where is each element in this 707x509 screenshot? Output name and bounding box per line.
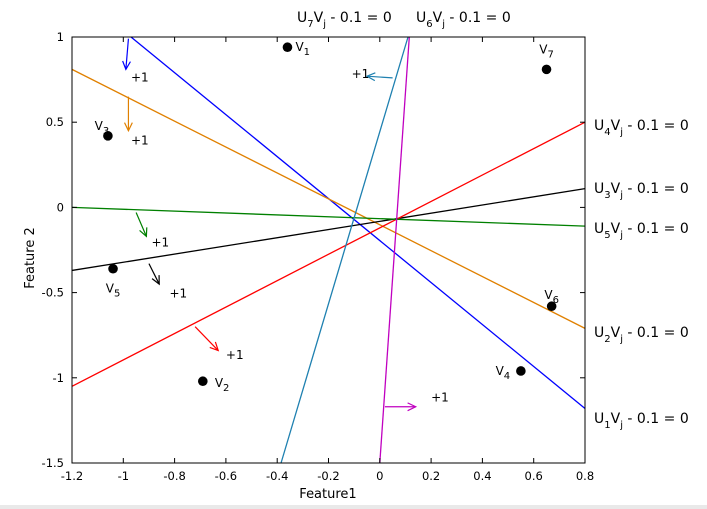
x-axis-label: Feature1 (299, 487, 356, 502)
arrow-shaft (194, 326, 219, 351)
x-tick-label: -1 (118, 469, 129, 483)
arrow-u7 (365, 72, 393, 82)
x-tick-label: -0.6 (215, 469, 237, 483)
point-v4 (516, 366, 526, 376)
plot-area (71, 36, 586, 464)
x-tick-label: -0.8 (163, 469, 185, 483)
arrow-u4 (194, 326, 220, 352)
arrow-shaft (125, 38, 130, 70)
x-tick-label: 0.4 (473, 469, 491, 483)
line-labels: U1Vj - 0.1 = 0 U2Vj - 0.1 = 0 U3Vj - 0.1 =… (297, 10, 689, 431)
decision-lines (71, 36, 586, 464)
line-label-u6: U6Vj - 0.1 = 0 (416, 10, 511, 30)
plus-one-label: +1 (131, 70, 149, 84)
arrow-head (122, 60, 131, 71)
point-label-v6: V6 (544, 288, 559, 306)
arrow-head (123, 122, 133, 133)
x-tick-label: -1.2 (61, 469, 83, 483)
point-v5 (108, 263, 118, 274)
y-tick-label: 0.5 (46, 115, 64, 129)
y-tick-label: 0 (57, 200, 64, 214)
line-label-u4: U4Vj - 0.1 = 0 (594, 118, 689, 138)
decision-line-u2 (71, 68, 586, 329)
x-tick-label: 0 (376, 469, 383, 483)
line-label-u7: U7Vj - 0.1 = 0 (297, 10, 392, 30)
plus-one-label: +1 (152, 236, 170, 250)
arrow-head (407, 402, 418, 412)
line-label-u2: U2Vj - 0.1 = 0 (594, 325, 689, 345)
direction-arrows: +1 +1 +1 +1 +1 +1 +1 (122, 38, 449, 412)
line-label-u1: U1Vj - 0.1 = 0 (594, 411, 689, 431)
point-v6 (546, 301, 557, 312)
y-tick-label: -1 (53, 371, 64, 385)
point-label-v4: V4 (496, 364, 511, 382)
y-axis-label: Feature 2 (23, 227, 38, 289)
x-tick-label: 0.6 (525, 469, 543, 483)
arrow-shaft (135, 212, 147, 237)
y-tick-label: -1.5 (42, 456, 64, 470)
point-label-v3: V3 (95, 119, 110, 137)
plus-one-label: +1 (131, 133, 149, 147)
arrow-head (365, 72, 376, 82)
arrow-head (139, 227, 148, 238)
decision-line-u1 (130, 36, 586, 409)
arrow-shaft (366, 75, 393, 79)
point-label-v1: V1 (295, 40, 310, 58)
point-label-v7: V7 (539, 42, 554, 60)
decision-line-u7 (280, 36, 409, 464)
line-label-u3: U3Vj - 0.1 = 0 (594, 181, 689, 201)
decision-line-u6 (379, 36, 410, 464)
decision-line-u3 (71, 188, 586, 272)
plus-one-label: +1 (226, 348, 244, 362)
arrow-u6 (384, 402, 418, 412)
point-v1 (282, 42, 293, 53)
arrow-shaft (148, 263, 160, 285)
data-points: V1 V2 V3 V4 V5 V6 V7 (95, 40, 559, 394)
arrow-u3 (148, 263, 160, 286)
arrow-head (209, 341, 220, 352)
bottom-strip (0, 505, 707, 509)
decision-line-u4 (71, 121, 586, 387)
arrow-u1 (122, 38, 131, 71)
axis-ticks: -1.2 -1 -0.8 -0.6 -0.4 -0.2 0 0.2 0.4 0.6 0.8 -1.5 -… (42, 30, 595, 483)
line-label-u5: U5Vj - 0.1 = 0 (594, 221, 689, 241)
point-label-v2: V2 (215, 376, 230, 394)
y-tick-label: -0.5 (42, 286, 64, 300)
x-tick-label: -0.2 (317, 469, 339, 483)
point-v7 (541, 64, 552, 75)
plus-one-label: +1 (169, 287, 187, 301)
plus-one-label: +1 (352, 67, 370, 81)
point-v2 (198, 376, 208, 387)
plus-one-label: +1 (431, 391, 449, 405)
y-tick-label: 1 (57, 30, 64, 44)
x-tick-label: -0.4 (266, 469, 288, 483)
arrow-u5 (135, 212, 148, 238)
point-label-v5: V5 (106, 282, 121, 300)
arrow-head (151, 275, 160, 286)
x-tick-label: 0.8 (576, 469, 594, 483)
arrow-u2 (123, 96, 133, 133)
x-tick-label: 0.2 (422, 469, 440, 483)
point-v3 (103, 131, 113, 141)
decision-line-u5 (71, 206, 586, 227)
